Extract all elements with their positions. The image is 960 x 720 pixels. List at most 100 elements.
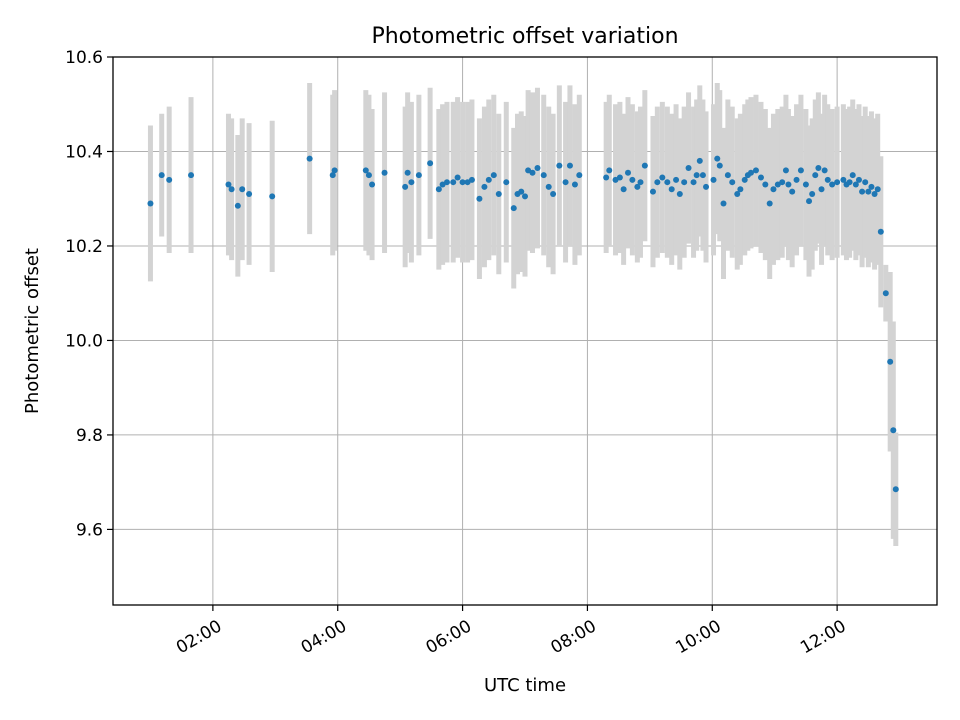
- data-point: [158, 172, 165, 179]
- data-point: [649, 188, 656, 195]
- data-point: [510, 205, 517, 212]
- data-point: [696, 157, 703, 164]
- y-tick-label: 9.8: [76, 426, 103, 446]
- data-point: [681, 179, 688, 186]
- data-point: [724, 172, 731, 179]
- data-point: [454, 174, 461, 181]
- y-tick-label: 10.6: [65, 48, 103, 68]
- plot-area-frame: [112, 56, 938, 606]
- data-point: [566, 162, 573, 169]
- data-point: [815, 165, 822, 172]
- data-point: [849, 172, 856, 179]
- data-point: [362, 167, 369, 174]
- data-point: [518, 188, 525, 195]
- data-point: [402, 183, 409, 190]
- data-point: [868, 183, 875, 190]
- data-point: [664, 179, 671, 186]
- data-point: [188, 172, 195, 179]
- data-point: [802, 181, 809, 188]
- data-point: [576, 172, 583, 179]
- data-point: [685, 165, 692, 172]
- y-tick-label: 10.4: [65, 142, 103, 162]
- data-point: [806, 198, 813, 205]
- data-point: [852, 181, 859, 188]
- data-point: [529, 169, 536, 176]
- data-point: [331, 167, 338, 174]
- data-point: [629, 176, 636, 183]
- data-points: [147, 155, 899, 493]
- data-point: [490, 172, 497, 179]
- data-point: [234, 202, 241, 209]
- data-point: [821, 167, 828, 174]
- data-point: [785, 181, 792, 188]
- x-axis-label: UTC time: [484, 675, 566, 696]
- y-axis-ticks: 9.6 9.8 10.0 10.2 10.4 10.6: [65, 48, 113, 540]
- data-point: [747, 169, 754, 176]
- data-point: [540, 172, 547, 179]
- y-tick-label: 9.6: [76, 520, 103, 540]
- data-point: [871, 191, 878, 197]
- data-point: [450, 179, 457, 186]
- data-point: [818, 186, 825, 193]
- data-point: [809, 191, 816, 197]
- data-point: [779, 179, 786, 186]
- data-point: [720, 200, 727, 207]
- data-point: [634, 183, 641, 190]
- y-tick-label: 10.2: [65, 237, 103, 257]
- data-point: [793, 176, 800, 183]
- data-point: [620, 186, 627, 193]
- data-point: [503, 179, 510, 186]
- data-point: [269, 193, 276, 200]
- data-point: [887, 358, 894, 365]
- data-point: [495, 191, 502, 197]
- data-point: [550, 191, 557, 197]
- data-point: [766, 200, 773, 207]
- data-point: [729, 179, 736, 186]
- data-point: [714, 155, 721, 162]
- data-point: [859, 188, 866, 195]
- data-point: [770, 186, 777, 193]
- data-point: [668, 186, 675, 193]
- data-point: [862, 179, 869, 186]
- data-point: [892, 486, 899, 493]
- data-point: [874, 186, 881, 193]
- data-point: [606, 167, 613, 174]
- data-point: [797, 167, 804, 174]
- data-point: [716, 162, 723, 169]
- data-point: [741, 176, 748, 183]
- data-point: [637, 179, 644, 186]
- data-point: [782, 167, 789, 174]
- data-point: [812, 172, 819, 179]
- data-point: [877, 228, 884, 235]
- data-point: [415, 172, 422, 179]
- data-point: [365, 172, 372, 179]
- data-point: [147, 200, 154, 207]
- data-point: [616, 174, 623, 181]
- data-point: [545, 183, 552, 190]
- data-point: [562, 179, 569, 186]
- data-point: [690, 179, 697, 186]
- data-point: [329, 172, 336, 179]
- data-point: [476, 195, 483, 202]
- data-point: [693, 172, 700, 179]
- data-point: [381, 169, 388, 176]
- chart-title: Photometric offset variation: [371, 24, 678, 49]
- data-point: [855, 176, 862, 183]
- data-point: [485, 176, 492, 183]
- data-point: [865, 188, 872, 195]
- data-point: [734, 191, 741, 197]
- data-point: [435, 186, 442, 193]
- data-point: [369, 181, 376, 188]
- data-point: [228, 186, 235, 193]
- data-point: [834, 179, 841, 186]
- data-point: [673, 176, 680, 183]
- data-point: [459, 179, 466, 186]
- data-point: [890, 427, 897, 434]
- data-point: [846, 179, 853, 186]
- y-axis-label: Photometric offset: [22, 248, 43, 414]
- data-point: [710, 176, 717, 183]
- data-point: [824, 176, 831, 183]
- data-point: [246, 191, 253, 197]
- y-tick-label: 10.0: [65, 331, 103, 351]
